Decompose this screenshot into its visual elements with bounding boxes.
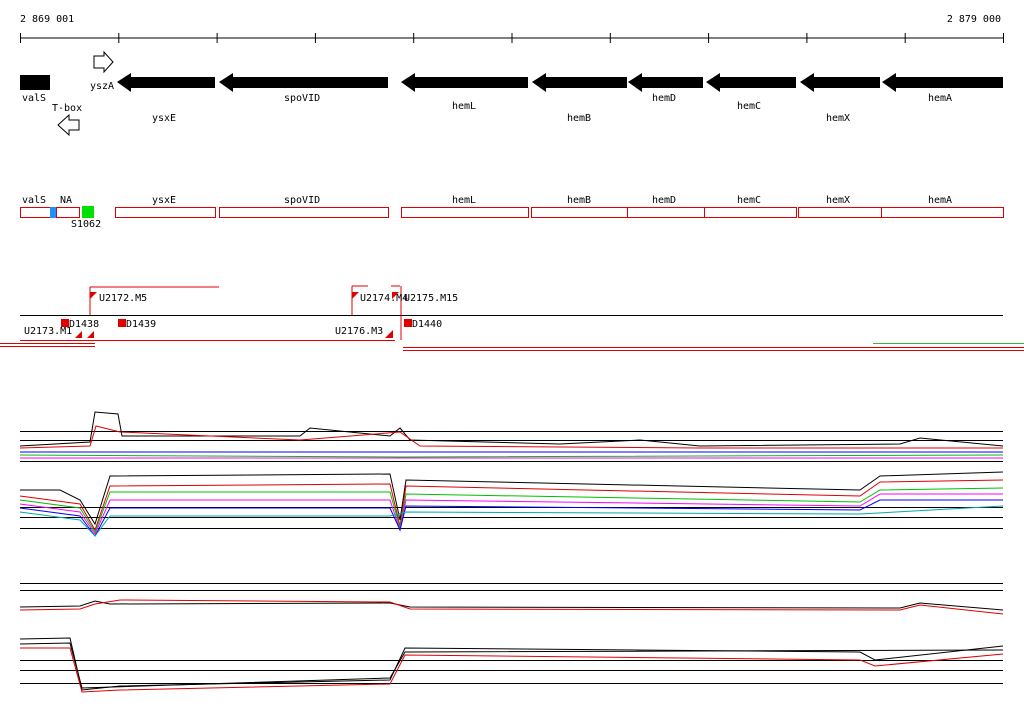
- gene-label: hemX: [826, 113, 850, 124]
- gene-label: yszA: [90, 81, 114, 92]
- transcript-label: S1062: [71, 219, 101, 230]
- gene-label: valS: [22, 93, 46, 104]
- transcript-label: hemA: [928, 195, 952, 206]
- gene-label: spoVID: [284, 93, 320, 104]
- transcript-label: hemC: [737, 195, 761, 206]
- transcript-label: ysxE: [152, 195, 176, 206]
- ruler: [20, 33, 1004, 43]
- transcript-label: valS: [22, 195, 46, 206]
- motif-label: U2173.M1: [24, 326, 72, 337]
- gene-label: hemA: [928, 93, 952, 104]
- transcript-track: valS NA S1062 ysxE spoVID hemL hemB hemD…: [20, 195, 1004, 230]
- motif-label: U2174.M4: [360, 293, 408, 304]
- motif-label: D1439: [126, 319, 156, 330]
- transcript-label: NA: [60, 195, 72, 206]
- gene-label: ysxE: [152, 113, 176, 124]
- transcript-label: hemL: [452, 195, 476, 206]
- gene-track: [20, 50, 1003, 137]
- gene-label: hemB: [567, 113, 591, 124]
- gene-label: hemL: [452, 101, 476, 112]
- expression-track: [19, 411, 1004, 537]
- gene-label: T-box: [52, 103, 82, 114]
- expression-summary-track: [19, 583, 1004, 693]
- gene-label: hemC: [737, 101, 761, 112]
- motif-label: U2172.M5: [99, 293, 147, 304]
- motif-label: U2175.M15: [404, 293, 458, 304]
- transcript-label: hemD: [652, 195, 676, 206]
- motif-label: D1438: [69, 319, 99, 330]
- motif-label: D1440: [412, 319, 442, 330]
- transcript-label: hemB: [567, 195, 591, 206]
- ruler-end: 2 879 000: [947, 14, 1001, 25]
- gene-labels: valS yszA T-box ysxE spoVID hemL hemB he…: [22, 81, 952, 124]
- transcript-label: spoVID: [284, 195, 320, 206]
- motif-label: U2176.M3: [335, 326, 383, 337]
- regulatory-track: U2172.M5 U2174.M4 U2175.M15 D1438 D1439 …: [0, 285, 1024, 351]
- gene-label: hemD: [652, 93, 676, 104]
- transcript-label: hemX: [826, 195, 850, 206]
- ruler-start: 2 869 001: [20, 14, 74, 25]
